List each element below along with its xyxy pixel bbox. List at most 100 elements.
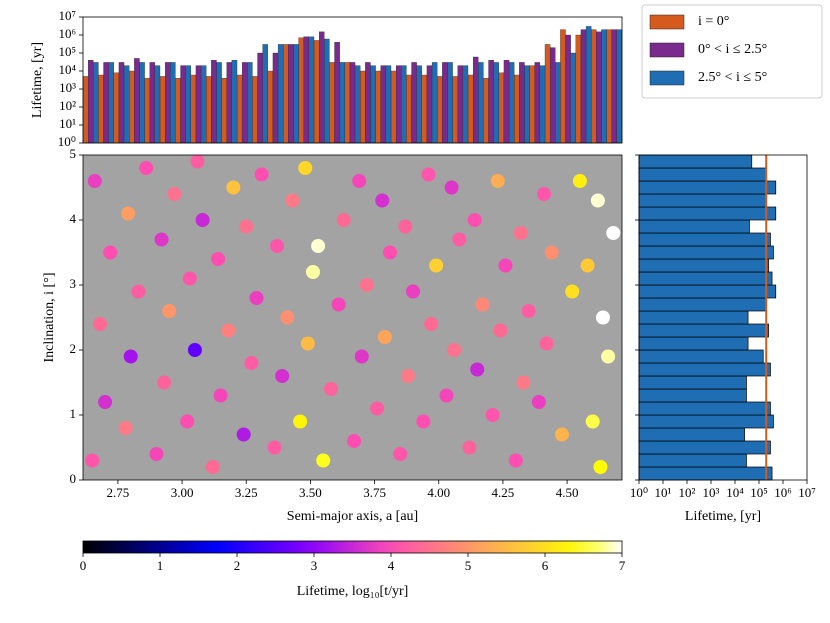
- point: [590, 193, 605, 208]
- point: [331, 297, 346, 312]
- bar: [395, 65, 402, 144]
- point: [485, 408, 500, 422]
- bar: [508, 62, 515, 144]
- colorbar-label: Lifetime, log₁₀[t/yr]: [297, 584, 409, 599]
- point: [236, 427, 251, 442]
- bar: [493, 62, 499, 144]
- y-tick-label: 10³: [59, 80, 76, 95]
- bar: [82, 76, 89, 144]
- bar: [638, 258, 769, 273]
- bar: [334, 42, 340, 144]
- point: [205, 460, 220, 474]
- bar: [236, 74, 243, 144]
- bar: [339, 62, 345, 144]
- point: [293, 414, 308, 429]
- bar: [365, 62, 371, 144]
- bar: [452, 76, 458, 144]
- point: [336, 213, 351, 227]
- point: [572, 174, 587, 188]
- point: [462, 440, 477, 455]
- bar: [159, 76, 166, 144]
- point: [118, 421, 133, 435]
- x-tick-label: 4.25: [492, 485, 515, 500]
- bar: [514, 74, 520, 144]
- bar: [293, 44, 299, 144]
- bar: [411, 62, 417, 144]
- bar: [575, 34, 582, 144]
- point: [87, 174, 102, 188]
- y-tick-label: 3: [70, 276, 77, 291]
- y-axis-label: Inclination, i [°]: [42, 273, 57, 363]
- bar: [247, 62, 253, 144]
- bar: [638, 466, 773, 481]
- point: [398, 219, 413, 234]
- point: [544, 245, 559, 260]
- bar: [195, 65, 202, 144]
- bar: [611, 29, 618, 144]
- bar: [467, 74, 474, 144]
- point: [123, 349, 138, 364]
- bar: [170, 62, 176, 144]
- bar: [539, 65, 546, 144]
- point: [311, 239, 326, 253]
- bar: [638, 297, 767, 312]
- bar: [519, 62, 525, 144]
- point: [382, 245, 397, 260]
- bar: [544, 44, 551, 144]
- point: [221, 323, 236, 338]
- point: [554, 427, 569, 442]
- bar: [560, 29, 566, 144]
- bar: [524, 65, 530, 144]
- point: [400, 369, 415, 383]
- bar: [164, 62, 171, 144]
- legend-box: [641, 4, 823, 99]
- bar: [190, 74, 197, 144]
- bar: [426, 65, 433, 144]
- point: [516, 375, 531, 390]
- point: [424, 317, 439, 331]
- bar: [390, 70, 397, 144]
- point: [493, 323, 508, 338]
- bar: [313, 40, 320, 144]
- bar: [606, 29, 612, 144]
- bar: [113, 72, 120, 144]
- point: [393, 447, 408, 461]
- bar: [308, 36, 315, 144]
- bar: [129, 70, 135, 144]
- bar: [134, 58, 140, 144]
- bar: [288, 44, 294, 144]
- bar: [354, 65, 361, 144]
- bar: [483, 78, 489, 144]
- point: [98, 395, 113, 409]
- point: [406, 284, 421, 299]
- bar: [638, 440, 771, 455]
- point: [447, 343, 462, 357]
- bar: [272, 52, 279, 144]
- legend-swatch: [649, 42, 685, 58]
- bar: [462, 65, 469, 144]
- point: [596, 310, 611, 325]
- x-tick-label: 4: [388, 558, 395, 573]
- y-tick-label: 10⁰: [58, 134, 76, 149]
- point: [580, 258, 595, 273]
- y-tick-label: 10⁵: [58, 44, 76, 59]
- bar: [349, 62, 356, 144]
- x-tick-label: 5: [465, 558, 472, 573]
- bar: [488, 60, 494, 144]
- point: [539, 336, 554, 351]
- bar: [638, 206, 777, 221]
- legend-swatch: [649, 14, 685, 30]
- bar: [283, 44, 289, 144]
- point: [475, 297, 490, 312]
- x-tick-label: 3.75: [363, 485, 386, 500]
- bar: [324, 38, 330, 144]
- bar: [231, 60, 238, 144]
- bar: [175, 78, 181, 144]
- point: [606, 226, 621, 240]
- point: [593, 460, 608, 474]
- point: [275, 369, 290, 383]
- point: [375, 193, 390, 208]
- x-tick-label: 4.50: [556, 485, 579, 500]
- bar: [638, 336, 749, 351]
- x-tick-label: 10¹: [655, 485, 672, 500]
